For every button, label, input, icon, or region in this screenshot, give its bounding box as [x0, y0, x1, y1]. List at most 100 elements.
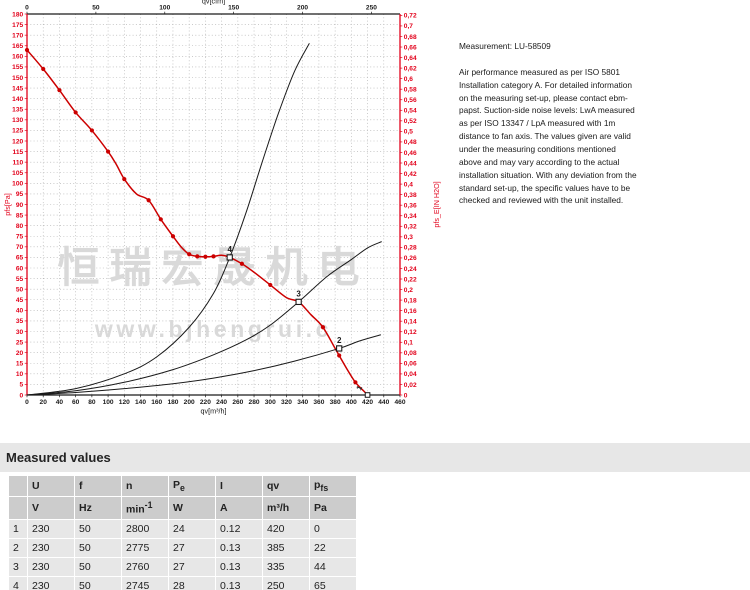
svg-text:0,44: 0,44 — [404, 160, 417, 167]
svg-text:440: 440 — [378, 399, 389, 406]
svg-text:45: 45 — [16, 297, 24, 304]
svg-text:400: 400 — [346, 399, 357, 406]
svg-text:150: 150 — [228, 4, 239, 11]
svg-text:2: 2 — [337, 336, 342, 345]
svg-text:70: 70 — [16, 244, 24, 251]
svg-text:170: 170 — [12, 32, 23, 39]
svg-text:0,48: 0,48 — [404, 139, 417, 146]
svg-text:120: 120 — [12, 138, 23, 145]
svg-text:85: 85 — [16, 212, 24, 219]
svg-text:0,02: 0,02 — [404, 382, 417, 389]
svg-text:60: 60 — [72, 399, 80, 406]
svg-text:0,56: 0,56 — [404, 97, 417, 104]
svg-text:40: 40 — [56, 399, 64, 406]
svg-text:30: 30 — [16, 329, 24, 336]
svg-text:15: 15 — [16, 361, 24, 368]
svg-text:www.bjhengrui.c: www.bjhengrui.c — [94, 316, 332, 342]
svg-text:280: 280 — [249, 399, 260, 406]
svg-text:qv[cfm]: qv[cfm] — [202, 0, 225, 6]
svg-text:60: 60 — [16, 265, 24, 272]
svg-text:100: 100 — [12, 181, 23, 188]
svg-text:125: 125 — [12, 128, 23, 135]
svg-text:115: 115 — [13, 149, 24, 156]
svg-text:恒瑞宏晟机电: 恒瑞宏晟机电 — [57, 244, 369, 291]
svg-text:55: 55 — [16, 276, 24, 283]
svg-text:0: 0 — [25, 399, 29, 406]
svg-text:105: 105 — [12, 170, 23, 177]
svg-text:100: 100 — [103, 399, 114, 406]
svg-text:145: 145 — [12, 85, 23, 92]
svg-text:0: 0 — [25, 4, 29, 11]
svg-text:140: 140 — [12, 96, 23, 103]
svg-text:0,68: 0,68 — [404, 34, 417, 41]
svg-text:0,38: 0,38 — [404, 192, 417, 199]
svg-text:165: 165 — [12, 43, 23, 50]
svg-text:160: 160 — [12, 54, 23, 61]
svg-text:0,72: 0,72 — [404, 13, 417, 20]
svg-text:0,32: 0,32 — [404, 224, 417, 231]
svg-text:0,18: 0,18 — [404, 297, 417, 304]
svg-text:80: 80 — [88, 399, 96, 406]
svg-text:0,24: 0,24 — [404, 266, 417, 273]
svg-text:300: 300 — [265, 399, 276, 406]
svg-text:95: 95 — [16, 191, 24, 198]
svg-text:120: 120 — [119, 399, 130, 406]
svg-text:20: 20 — [16, 350, 24, 357]
svg-text:50: 50 — [16, 286, 24, 293]
svg-text:380: 380 — [330, 399, 341, 406]
svg-text:200: 200 — [184, 399, 195, 406]
svg-text:0,36: 0,36 — [404, 202, 417, 209]
svg-text:150: 150 — [12, 75, 23, 82]
svg-text:320: 320 — [281, 399, 292, 406]
svg-text:65: 65 — [16, 255, 24, 262]
svg-text:160: 160 — [151, 399, 162, 406]
svg-text:180: 180 — [167, 399, 178, 406]
svg-text:0,28: 0,28 — [404, 245, 417, 252]
svg-text:90: 90 — [16, 202, 24, 209]
svg-text:0,16: 0,16 — [404, 308, 417, 315]
svg-text:75: 75 — [16, 234, 24, 241]
svg-text:175: 175 — [12, 22, 23, 29]
svg-text:25: 25 — [16, 339, 24, 346]
svg-text:0,22: 0,22 — [404, 276, 417, 283]
svg-text:340: 340 — [297, 399, 308, 406]
svg-text:5: 5 — [20, 382, 24, 389]
svg-text:0,66: 0,66 — [404, 44, 417, 51]
svg-text:3: 3 — [296, 289, 301, 298]
svg-text:220: 220 — [200, 399, 211, 406]
svg-text:10: 10 — [16, 371, 24, 378]
svg-text:0,34: 0,34 — [404, 213, 417, 220]
svg-text:0,5: 0,5 — [404, 129, 413, 136]
svg-text:0,7: 0,7 — [404, 23, 413, 30]
svg-text:0,54: 0,54 — [404, 108, 417, 115]
svg-text:0,06: 0,06 — [404, 361, 417, 368]
svg-text:240: 240 — [216, 399, 227, 406]
svg-text:250: 250 — [366, 4, 377, 11]
svg-text:40: 40 — [16, 308, 24, 315]
svg-text:pfs_E[IN H2O]: pfs_E[IN H2O] — [432, 181, 441, 227]
svg-text:140: 140 — [135, 399, 146, 406]
svg-text:260: 260 — [232, 399, 243, 406]
svg-text:0,6: 0,6 — [404, 76, 413, 83]
svg-text:4: 4 — [227, 245, 232, 254]
svg-text:0,46: 0,46 — [404, 150, 417, 157]
svg-text:0,42: 0,42 — [404, 171, 417, 178]
svg-text:0,26: 0,26 — [404, 255, 417, 262]
svg-text:0: 0 — [404, 392, 408, 399]
svg-text:155: 155 — [12, 64, 23, 71]
svg-text:100: 100 — [159, 4, 170, 11]
svg-text:20: 20 — [40, 399, 48, 406]
svg-text:180: 180 — [12, 11, 23, 18]
svg-text:0,64: 0,64 — [404, 55, 417, 62]
svg-text:80: 80 — [16, 223, 24, 230]
svg-text:135: 135 — [12, 107, 23, 114]
svg-text:130: 130 — [12, 117, 23, 124]
svg-text:0,1: 0,1 — [404, 340, 413, 347]
svg-text:0,12: 0,12 — [404, 329, 417, 336]
svg-text:qv[m³/h]: qv[m³/h] — [201, 407, 227, 416]
svg-text:0,2: 0,2 — [404, 287, 413, 294]
svg-text:0,62: 0,62 — [404, 65, 417, 72]
svg-text:0,14: 0,14 — [404, 318, 417, 325]
svg-text:50: 50 — [92, 4, 100, 11]
svg-text:460: 460 — [394, 399, 405, 406]
